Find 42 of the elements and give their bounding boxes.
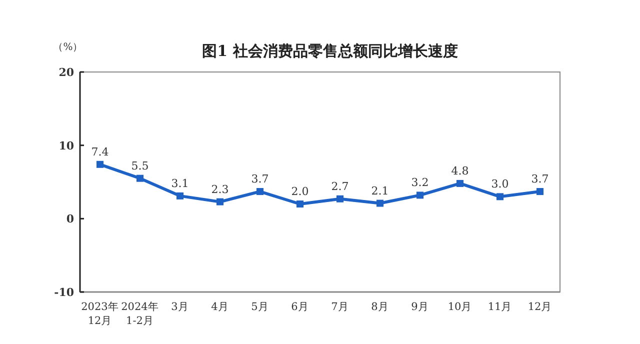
data-label: 3.7 (251, 172, 269, 186)
y-tick-label: 0 (66, 212, 74, 226)
point (496, 193, 504, 200)
point (96, 160, 104, 168)
data-label: 7.4 (91, 145, 109, 158)
data-label: 3.2 (411, 176, 429, 190)
y-tick-label: 10 (58, 139, 74, 152)
point (216, 198, 224, 206)
point (296, 200, 304, 208)
x-tick-label: 12月 (528, 301, 552, 313)
data-label: 3.1 (171, 176, 189, 190)
point (136, 174, 144, 182)
point (176, 192, 184, 200)
x-tick-label: 11月 (488, 301, 512, 313)
y-tick-label: 20 (58, 66, 74, 79)
x-tick-label: 4月 (211, 301, 229, 313)
data-label: 2.3 (211, 182, 229, 196)
point (336, 195, 344, 202)
data-label: 2.0 (291, 185, 309, 198)
x-tick-label: 9月 (411, 301, 429, 313)
chart-title: 图1 社会消费品零售总额同比增长速度 (202, 42, 458, 60)
data-label: 2.1 (371, 184, 389, 198)
point (456, 180, 464, 187)
y-tick-label: -10 (54, 286, 74, 299)
point (376, 200, 384, 207)
data-label: 3.7 (531, 172, 549, 186)
x-tick-label: 3月 (171, 301, 189, 313)
point (416, 192, 424, 199)
x-tick-label: 5月 (251, 301, 269, 313)
data-label: 3.0 (491, 178, 509, 191)
x-tick-label: 2023年 12月 (81, 301, 119, 327)
data-label: 2.7 (331, 180, 349, 193)
data-label: 5.5 (131, 159, 149, 172)
x-tick-label: 6月 (291, 301, 309, 313)
x-tick-label: 2024年 1-2月 (121, 301, 159, 327)
point (256, 188, 264, 196)
x-tick-label: 7月 (331, 301, 349, 313)
y-axis-title: （%） (53, 42, 83, 53)
point (536, 188, 544, 196)
x-tick-label: 8月 (371, 301, 389, 313)
x-tick-label: 10月 (448, 301, 472, 313)
data-label: 4.8 (451, 164, 469, 178)
